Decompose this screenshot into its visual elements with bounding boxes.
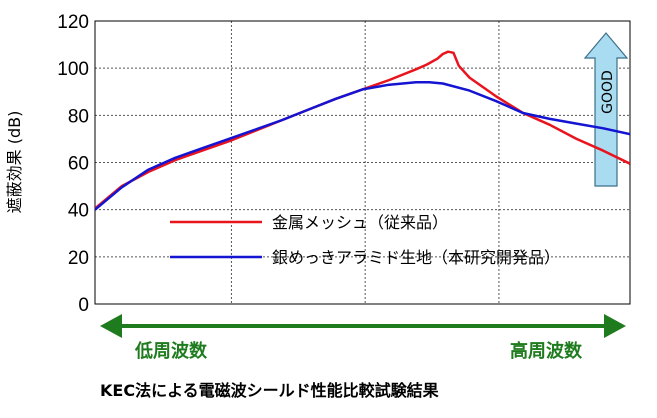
y-tick-label-100: 100 bbox=[57, 59, 89, 80]
series-lines bbox=[95, 50, 630, 211]
y-tick-label-40: 40 bbox=[68, 201, 89, 222]
low-frequency-label: 低周波数 bbox=[134, 340, 208, 362]
legend-label-metal-mesh: 金属メッシュ（従来品） bbox=[272, 213, 448, 232]
good-label: GOOD bbox=[600, 70, 616, 114]
grid-lines bbox=[95, 21, 630, 304]
high-frequency-label: 高周波数 bbox=[510, 340, 583, 362]
y-tick-label-120: 120 bbox=[57, 12, 89, 33]
frequency-arrow-right-head bbox=[604, 314, 626, 338]
series-line-1 bbox=[95, 81, 630, 211]
y-axis-label: 遮蔽効果 (dB) bbox=[5, 111, 24, 214]
frequency-arrow-left-head bbox=[100, 314, 122, 338]
legend-label-silver-aramid: 銀めっきアラミド生地（本研究開発品） bbox=[272, 248, 560, 267]
y-tick-label-60: 60 bbox=[68, 154, 89, 175]
y-tick-label-0: 0 bbox=[78, 295, 89, 316]
legend: 金属メッシュ（従来品） 銀めっきアラミド生地（本研究開発品） bbox=[170, 213, 560, 267]
y-tick-labels: 0 20 40 60 80 100 120 bbox=[57, 12, 89, 316]
y-tick-label-80: 80 bbox=[68, 106, 89, 127]
series-line-0 bbox=[95, 50, 630, 210]
chart-caption: KEC法による電磁波シールド性能比較試験結果 bbox=[100, 381, 439, 400]
frequency-arrow bbox=[100, 314, 626, 338]
good-arrow: GOOD bbox=[583, 32, 629, 187]
y-tick-label-20: 20 bbox=[68, 248, 89, 269]
